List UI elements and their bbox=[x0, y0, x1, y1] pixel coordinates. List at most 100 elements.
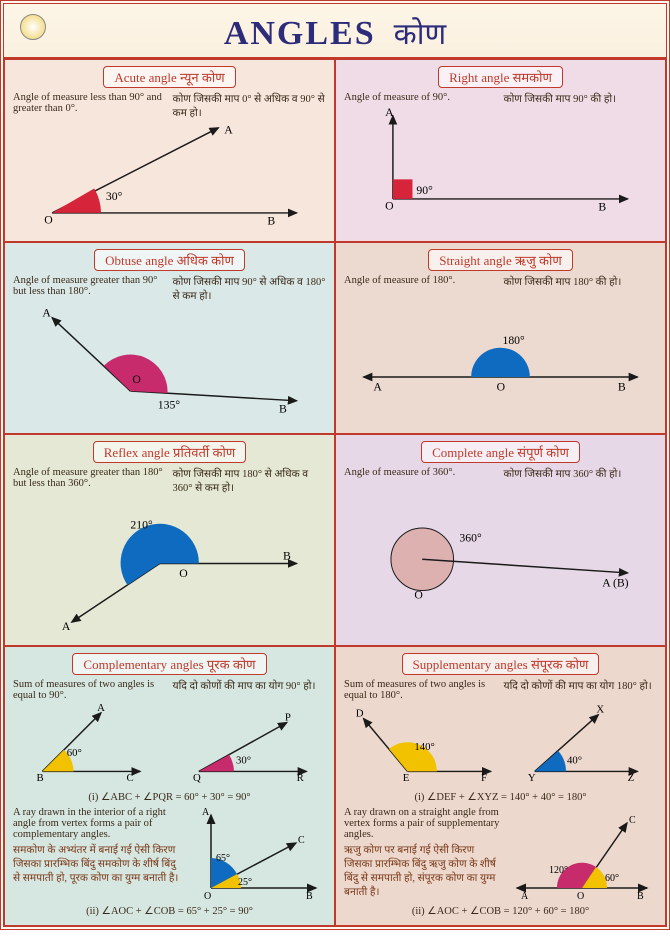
title-en: ANGLES bbox=[224, 15, 376, 52]
pt-B: B bbox=[279, 402, 287, 415]
note-en: A ray drawn in the interior of a right a… bbox=[13, 807, 182, 840]
desc-en: Angle of measure greater than 90° but le… bbox=[13, 275, 167, 303]
eq1: (i) ∠DEF + ∠XYZ = 140° + 40° = 180° bbox=[344, 791, 657, 803]
angle-65: 65° bbox=[216, 853, 230, 864]
pt-A: A bbox=[62, 620, 71, 632]
angle-value: 180° bbox=[502, 333, 525, 346]
pt-B: B bbox=[283, 550, 291, 563]
desc: Angle of measure less than 90° and great… bbox=[13, 92, 326, 120]
angles-chart: ANGLES कोण Acute angle न्यून कोण Angle o… bbox=[0, 0, 670, 930]
acute-diagram: 30° O A B bbox=[13, 120, 326, 228]
pt: P bbox=[285, 711, 291, 723]
header: ANGLES कोण bbox=[4, 4, 666, 59]
panel-obtuse: Obtuse angle अधिक कोण Angle of measure g… bbox=[4, 242, 335, 434]
pt: B bbox=[637, 891, 644, 902]
desc-en: Sum of measures of two angles is equal t… bbox=[344, 679, 498, 701]
angle-value: 30° bbox=[106, 190, 123, 203]
supp-top: 140° D E F 40° X Y Z bbox=[344, 701, 657, 784]
pt-B: B bbox=[267, 215, 275, 228]
panel-reflex: Reflex angle प्रतिवर्ती कोण Angle of mea… bbox=[4, 434, 335, 646]
pt-O: O bbox=[132, 373, 140, 386]
desc-en: Angle of measure of 360°. bbox=[344, 467, 498, 481]
pt-O: O bbox=[414, 588, 422, 601]
angle-60: 60° bbox=[605, 873, 619, 884]
pt: Z bbox=[628, 772, 635, 784]
pt-B: B bbox=[618, 380, 626, 393]
pt: F bbox=[481, 772, 487, 784]
desc: Angle of measure of 180°. कोण जिसकी माप … bbox=[344, 275, 657, 289]
supp-bottom: 120° 60° A O B C bbox=[507, 803, 657, 903]
panel-title: Complementary angles पूरक कोण bbox=[72, 653, 266, 675]
comp-bottom: 65° 25° A O B C bbox=[186, 803, 326, 903]
desc: Sum of measures of two angles is equal t… bbox=[13, 679, 326, 701]
pt: C bbox=[629, 815, 636, 826]
panel-supplementary: Supplementary angles संपूरक कोण Sum of m… bbox=[335, 646, 666, 926]
desc-en: Angle of measure of 90°. bbox=[344, 92, 498, 106]
desc-en: Angle of measure greater than 180° but l… bbox=[13, 467, 167, 495]
note-hi: ऋजु कोण पर बनाई गई ऐसी किरण जिसका प्रारम… bbox=[344, 843, 503, 899]
title-hi: कोण bbox=[394, 18, 447, 51]
panel-title: Reflex angle प्रतिवर्ती कोण bbox=[93, 441, 246, 463]
complete-diagram: 360° O A (B) bbox=[344, 481, 657, 618]
panel-title: Right angle समकोण bbox=[438, 66, 563, 88]
pt: O bbox=[204, 891, 211, 902]
desc-hi: कोण जिसकी माप 180° की हो। bbox=[504, 275, 658, 289]
desc: Angle of measure of 360°. कोण जिसकी माप … bbox=[344, 467, 657, 481]
pt: Q bbox=[193, 772, 201, 784]
desc-en: Angle of measure of 180°. bbox=[344, 275, 498, 289]
angle-value: 360° bbox=[459, 532, 482, 545]
panel-right: Right angle समकोण Angle of measure of 90… bbox=[335, 59, 666, 242]
desc: Sum of measures of two angles is equal t… bbox=[344, 679, 657, 701]
angle-60: 60° bbox=[67, 747, 82, 759]
pt: D bbox=[356, 708, 364, 720]
pt: B bbox=[36, 772, 43, 784]
angle-value: 135° bbox=[158, 398, 181, 411]
angle-30: 30° bbox=[236, 755, 251, 767]
desc-en: Angle of measure less than 90° and great… bbox=[13, 92, 167, 120]
desc-en: Sum of measures of two angles is equal t… bbox=[13, 679, 167, 701]
panel-title: Supplementary angles संपूरक कोण bbox=[402, 653, 600, 675]
desc-hi: कोण जिसकी माप 360° की हो। bbox=[504, 467, 658, 481]
eq2: (ii) ∠AOC + ∠COB = 65° + 25° = 90° bbox=[13, 905, 326, 917]
pt-A: A bbox=[224, 124, 233, 137]
angle-40: 40° bbox=[567, 755, 582, 767]
pt: R bbox=[297, 772, 305, 784]
panel-title: Complete angle संपूर्ण कोण bbox=[421, 441, 580, 463]
desc-hi: यदि दो कोणों की माप का योग 90° हो। bbox=[173, 679, 327, 701]
pt: O bbox=[577, 891, 584, 902]
note-hi: समकोण के अभ्यंतर में बनाई गई ऐसी किरण जि… bbox=[13, 843, 182, 885]
desc: Angle of measure greater than 180° but l… bbox=[13, 467, 326, 495]
pt: Y bbox=[528, 772, 536, 784]
angle-140: 140° bbox=[414, 741, 434, 753]
desc-hi: यदि दो कोणों की माप का योग 180° हो। bbox=[504, 679, 658, 701]
pt: A bbox=[521, 891, 529, 902]
pt: C bbox=[126, 772, 133, 784]
pt: B bbox=[306, 891, 313, 902]
panel-complete: Complete angle संपूर्ण कोण Angle of meas… bbox=[335, 434, 666, 646]
desc-hi: कोण जिसकी माप 90° से अधिक व 180° से कम ह… bbox=[173, 275, 327, 303]
pt-O: O bbox=[179, 567, 187, 580]
pt-A: A bbox=[385, 106, 394, 119]
pt: E bbox=[403, 772, 410, 784]
pt-O: O bbox=[385, 200, 393, 213]
angle-120: 120° bbox=[549, 865, 568, 876]
panel-straight: Straight angle ऋजु कोण Angle of measure … bbox=[335, 242, 666, 434]
logo-icon bbox=[20, 14, 46, 40]
panel-title: Obtuse angle अधिक कोण bbox=[94, 249, 245, 271]
note-en: A ray drawn on a straight angle from ver… bbox=[344, 807, 503, 840]
eq1: (i) ∠ABC + ∠PQR = 60° + 30° = 90° bbox=[13, 791, 326, 803]
panel-title: Acute angle न्यून कोण bbox=[103, 66, 235, 88]
desc-hi: कोण जिसकी माप 0° से अधिक व 90° से कम हो। bbox=[173, 92, 327, 120]
pt-AB: A (B) bbox=[602, 577, 628, 590]
right-diagram: 90° O A B bbox=[344, 106, 657, 214]
obtuse-diagram: 135° O A B bbox=[13, 303, 326, 420]
eq2: (ii) ∠AOC + ∠COB = 120° + 60° = 180° bbox=[344, 905, 657, 917]
angle-value: 210° bbox=[130, 518, 153, 531]
angle-25: 25° bbox=[238, 877, 252, 888]
desc: Angle of measure greater than 90° but le… bbox=[13, 275, 326, 303]
pt: A bbox=[202, 807, 210, 818]
pt-B: B bbox=[598, 201, 606, 214]
desc: Angle of measure of 90°. कोण जिसकी माप 9… bbox=[344, 92, 657, 106]
desc-hi: कोण जिसकी माप 180° से अधिक व 360° से कम … bbox=[173, 467, 327, 495]
comp-top: 60° A B C 30° P Q R bbox=[13, 701, 326, 784]
